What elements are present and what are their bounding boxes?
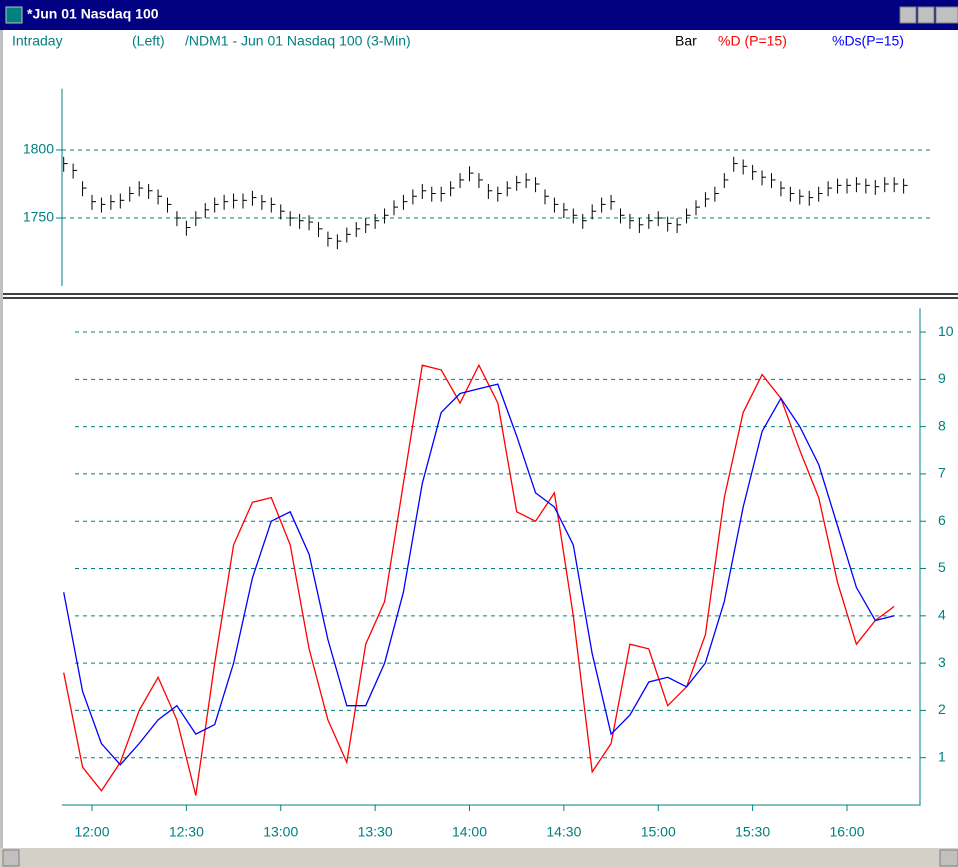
scroll-right[interactable]	[939, 849, 958, 867]
app-icon	[5, 6, 23, 24]
close-button[interactable]	[935, 6, 958, 24]
scrollbar[interactable]	[0, 848, 958, 867]
side-label: (Left)	[132, 33, 165, 49]
x-tick-label: 14:00	[452, 824, 487, 840]
series-line	[63, 363, 895, 796]
x-tick-label: 12:00	[74, 824, 109, 840]
y-tick-label: 5	[938, 559, 946, 575]
y-tick-label: 9	[938, 370, 946, 386]
y-tick-label: 8	[938, 417, 946, 433]
mode-label: Intraday	[12, 33, 63, 49]
x-tick-label: 12:30	[169, 824, 204, 840]
scroll-left[interactable]	[2, 849, 20, 867]
y-tick-label: 4	[938, 607, 946, 623]
left-border	[0, 30, 3, 867]
y-tick-label: 1	[938, 748, 946, 764]
x-tick-label: 13:30	[358, 824, 393, 840]
y-tick-label: 1750	[23, 209, 54, 225]
x-tick-label: 15:30	[735, 824, 770, 840]
y-tick-label: 3	[938, 654, 946, 670]
series-line	[63, 383, 895, 766]
y-tick-label: 1800	[23, 141, 54, 157]
x-tick-label: 13:00	[263, 824, 298, 840]
x-tick-label: 15:00	[641, 824, 676, 840]
x-tick-label: 14:30	[546, 824, 581, 840]
y-tick-label: 2	[938, 701, 946, 717]
bar-legend: Bar	[675, 33, 697, 49]
y-tick-label: 6	[938, 512, 946, 528]
x-tick-label: 16:00	[829, 824, 864, 840]
minimize-button[interactable]	[899, 6, 917, 24]
window-title: *Jun 01 Nasdaq 100	[27, 6, 159, 22]
y-tick-label: 7	[938, 465, 946, 481]
title-bar	[0, 0, 958, 30]
legend-entry: %Ds(P=15)	[832, 33, 904, 49]
maximize-button[interactable]	[917, 6, 935, 24]
y-tick-label: 10	[938, 323, 954, 339]
legend-entry: %D (P=15)	[718, 33, 787, 49]
symbol-label: /NDM1 - Jun 01 Nasdaq 100 (3-Min)	[185, 33, 411, 49]
